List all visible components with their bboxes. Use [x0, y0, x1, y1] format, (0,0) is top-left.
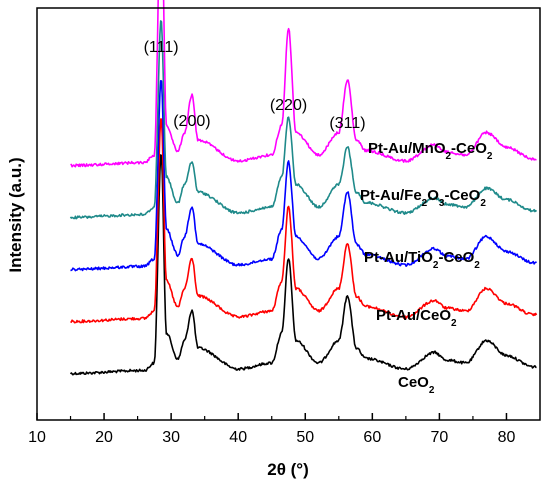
- peak-label-2: (220): [270, 97, 307, 114]
- series-line-0: [69, 154, 537, 376]
- x-tick-label-7: 80: [498, 429, 516, 446]
- series-label-3: Pt-Au/Fe2O3-CeO2: [360, 187, 486, 209]
- series-layer: [69, 0, 538, 376]
- series-label-2: Pt-Au/TiO2-CeO2: [364, 249, 480, 271]
- x-tick-label-2: 30: [162, 429, 180, 446]
- x-tick-label-4: 50: [296, 429, 314, 446]
- series-label-layer: CeO2 Pt-Au/CeO2 Pt-Au/TiO2-CeO2 Pt-Au/Fe2O3…: [360, 140, 493, 396]
- x-tick-label-0: 10: [28, 429, 46, 446]
- peak-label-3: (311): [329, 115, 365, 132]
- x-axis-title: 2θ (°): [267, 460, 309, 479]
- x-tick-label-1: 20: [95, 429, 113, 446]
- x-tick-label-3: 40: [229, 429, 247, 446]
- x-tick-label-6: 70: [431, 429, 449, 446]
- series-line-3: [69, 20, 538, 220]
- series-label-4: Pt-Au/MnO2-CeO2: [368, 140, 493, 162]
- x-tick-label-5: 60: [363, 429, 381, 446]
- peak-label-layer: (111) (200) (220) (311): [144, 39, 366, 132]
- peak-label-1: (200): [173, 113, 210, 130]
- y-axis-title: Intensity (a.u.): [6, 157, 25, 272]
- series-line-4: [70, 0, 537, 168]
- series-line-2: [70, 80, 538, 272]
- series-label-0: CeO2: [398, 374, 435, 396]
- plot-frame: [36, 7, 541, 421]
- series-label-1: Pt-Au/CeO2: [376, 307, 457, 329]
- peak-label-0: (111): [144, 39, 179, 56]
- axis-layer: 10 20 30 40 50 60 70 80: [28, 7, 541, 446]
- series-line-1: [70, 118, 538, 324]
